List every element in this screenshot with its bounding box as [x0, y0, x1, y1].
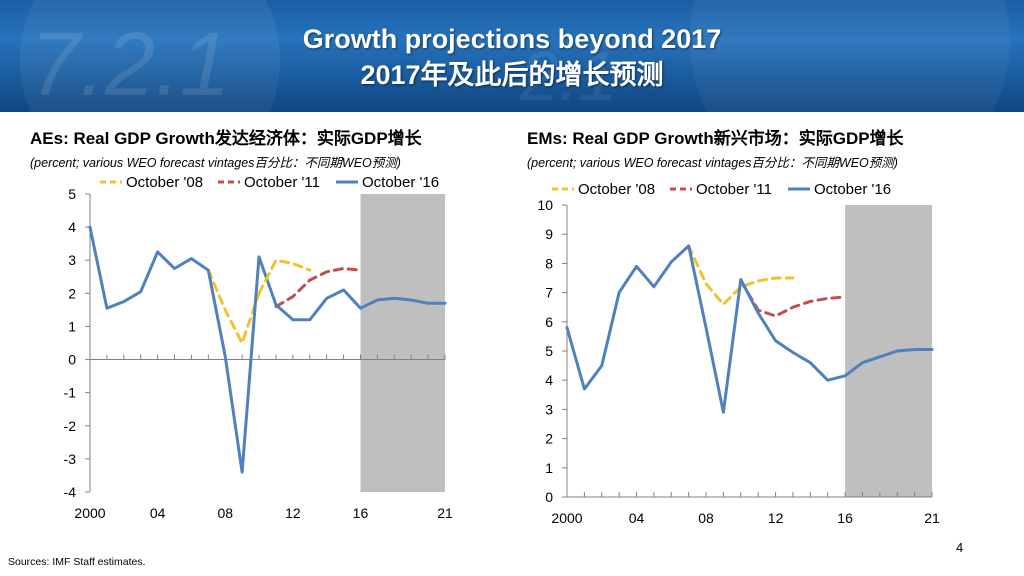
right-chart-y-tick-label: 1 — [545, 460, 553, 476]
right-chart-series-line-0 — [687, 244, 795, 306]
left-chart-series-line-1 — [274, 267, 362, 309]
right-chart-x-tick-label: 21 — [924, 510, 940, 526]
left-chart-y-tick-label: 0 — [68, 352, 76, 368]
right-chart-y-tick-label: 5 — [545, 343, 553, 359]
left-chart-legend-label-0: October '08 — [126, 174, 203, 191]
left-chart-legend-label-1: October '11 — [244, 174, 320, 191]
right-chart-series-line-2 — [565, 244, 934, 414]
left-chart-y-tick-label: 4 — [68, 219, 76, 235]
page-number: 4 — [956, 540, 964, 555]
left-chart-x-tick-label: 2000 — [74, 505, 105, 521]
right-chart-subtitle: (percent; various WEO forecast vintages百… — [527, 156, 898, 170]
left-chart-y-tick-label: -2 — [64, 418, 77, 434]
left-chart-x-tick-label: 04 — [150, 505, 166, 521]
right-chart-x-tick-label: 04 — [629, 510, 645, 526]
left-chart-subtitle: (percent; various WEO forecast vintages百… — [30, 156, 401, 170]
right-chart-x-tick-label: 2000 — [551, 510, 582, 526]
right-chart-y-tick-label: 4 — [545, 372, 553, 388]
right-chart-y-tick-label: 6 — [545, 314, 553, 330]
left-chart-y-tick-label: -1 — [64, 385, 77, 401]
left-chart-x-tick-label: 16 — [353, 505, 369, 521]
left-chart-x-tick-label: 08 — [217, 505, 233, 521]
right-chart-y-tick-label: 2 — [545, 431, 553, 447]
left-chart-x-tick-label: 12 — [285, 505, 301, 521]
svg-text:2.1: 2.1 — [519, 37, 617, 112]
right-chart-y-tick-label: 9 — [545, 226, 553, 242]
right-chart-y-tick-label: 0 — [545, 489, 553, 505]
right-chart-y-tick-label: 8 — [545, 255, 553, 271]
left-chart-y-tick-label: -3 — [64, 451, 77, 467]
left-chart-y-tick-label: 2 — [68, 285, 76, 301]
left-chart-title: AEs: Real GDP Growth发达经济体：实际GDP增长 — [30, 129, 422, 148]
page-title-chinese: 2017年及此后的增长预测 — [360, 60, 664, 90]
sources-note: Sources: IMF Staff estimates. — [8, 556, 146, 568]
right-chart-legend-label-0: October '08 — [578, 181, 655, 198]
left-chart-series-line-0 — [206, 268, 261, 345]
left-chart-x-tick-label: 21 — [437, 505, 453, 521]
left-chart-y-tick-label: 3 — [68, 252, 76, 268]
left-chart-y-tick-label: 1 — [68, 318, 76, 334]
right-chart-legend-label-1: October '11 — [696, 181, 772, 198]
right-chart-x-tick-label: 08 — [698, 510, 714, 526]
left-chart-series-line-3 — [257, 258, 312, 295]
right-chart-y-tick-label: 10 — [537, 197, 553, 213]
left-chart-legend-label-2: October '16 — [362, 174, 439, 191]
right-chart-title: EMs: Real GDP Growth新兴市场：实际GDP增长 — [527, 129, 904, 148]
banner-decoration: 7.2.1 2.1 — [0, 0, 1024, 112]
left-chart-y-tick-label: 5 — [68, 186, 76, 202]
left-chart-forecast-shading — [360, 194, 445, 492]
right-chart-y-tick-label: 7 — [545, 285, 553, 301]
right-chart-x-tick-label: 16 — [837, 510, 853, 526]
page-title: Growth projections beyond 2017 — [302, 24, 722, 54]
title-banner: 7.2.1 2.1 Growth projections beyond 2017… — [0, 0, 1024, 112]
right-chart-legend-label-2: October '16 — [814, 181, 891, 198]
svg-text:7.2.1: 7.2.1 — [30, 15, 230, 112]
right-chart-y-tick-label: 3 — [545, 401, 553, 417]
right-chart-x-tick-label: 12 — [768, 510, 784, 526]
left-chart-series-line-2 — [88, 225, 447, 474]
left-chart-y-tick-label: -4 — [64, 484, 77, 500]
